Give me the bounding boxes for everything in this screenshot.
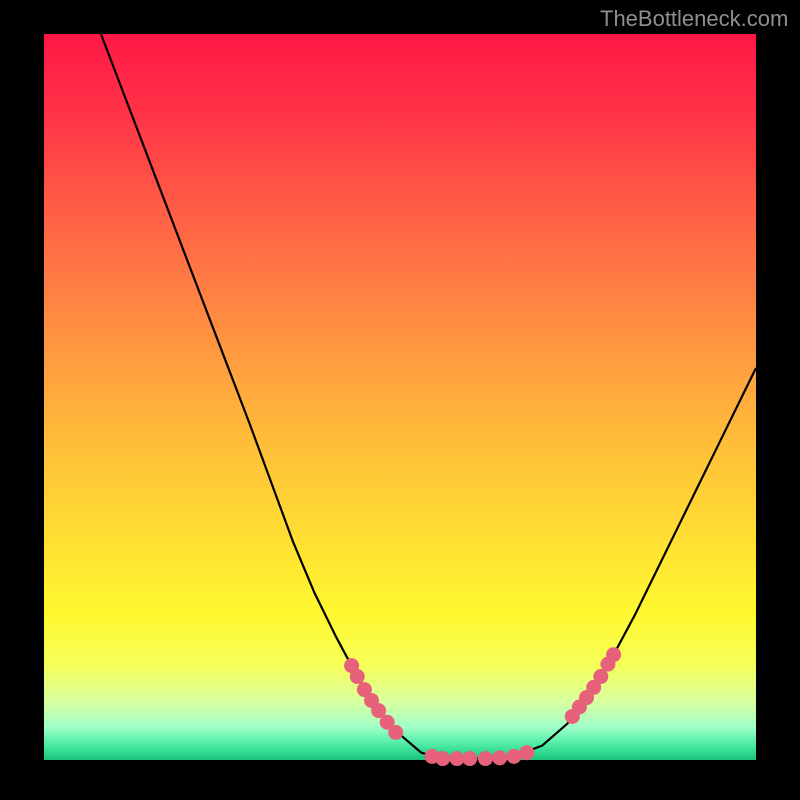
data-marker <box>519 745 534 760</box>
data-marker <box>606 647 621 662</box>
data-marker <box>435 751 450 766</box>
data-marker <box>350 669 365 684</box>
data-marker <box>462 751 477 766</box>
chart-container: TheBottleneck.com <box>0 0 800 800</box>
data-marker <box>449 751 464 766</box>
data-marker <box>478 751 493 766</box>
data-marker <box>506 749 521 764</box>
watermark-text: TheBottleneck.com <box>600 6 788 32</box>
chart-overlay-svg <box>0 0 800 800</box>
data-marker <box>388 725 403 740</box>
data-marker <box>492 750 507 765</box>
gradient-rect <box>44 34 756 760</box>
